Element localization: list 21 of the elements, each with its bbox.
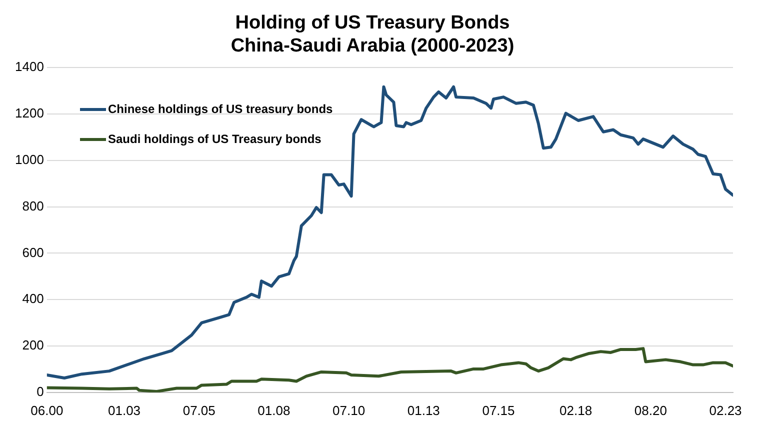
y-tick-label: 1200 <box>15 106 44 121</box>
x-tick-label: 01.08 <box>258 402 290 418</box>
x-tick-label: 02.18 <box>560 402 592 418</box>
x-tick-label: 01.13 <box>407 402 440 418</box>
x-tick-label: 07.10 <box>332 402 366 418</box>
y-tick-label: 1400 <box>15 59 44 74</box>
y-tick-label: 200 <box>22 338 44 353</box>
legend-label: Saudi holdings of US Treasury bonds <box>108 132 322 146</box>
x-tick-label: 07.15 <box>482 402 515 418</box>
x-tick-label: 01.03 <box>108 402 141 418</box>
y-tick-label: 400 <box>22 291 44 306</box>
y-tick-label: 600 <box>22 244 44 260</box>
y-tick-label: 0 <box>36 384 44 399</box>
chart-title: Holding of US Treasury Bonds China-Saudi Arabia (2000-2023) <box>230 12 514 56</box>
y-tick-label: 1000 <box>15 152 44 167</box>
legend-label: Chinese holdings of US treasury bonds <box>108 102 333 116</box>
x-tick-label: 07.05 <box>182 402 216 418</box>
x-tick-label: 02.23 <box>709 402 742 418</box>
x-tick-label: 08.20 <box>634 402 667 418</box>
x-tick-label: 06.00 <box>30 402 64 418</box>
y-tick-label: 800 <box>22 198 44 214</box>
